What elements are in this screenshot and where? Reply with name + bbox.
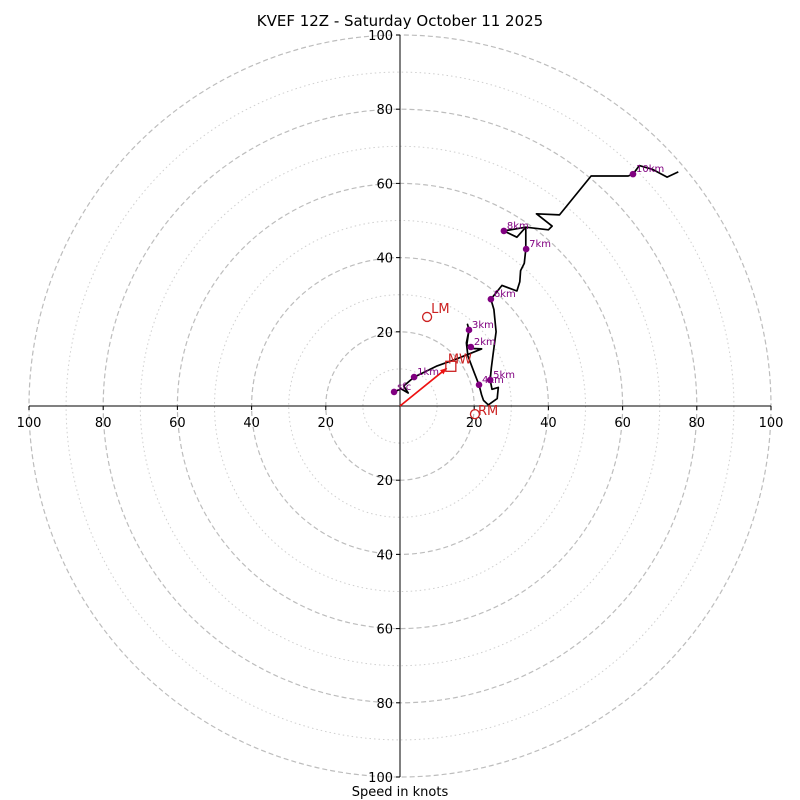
height-label-3km: 3km	[472, 320, 494, 331]
x-tick-label: 60	[614, 416, 631, 431]
height-label-10km: 10km	[636, 164, 664, 175]
height-marker-sfc	[390, 388, 398, 396]
height-marker-3km	[465, 326, 473, 334]
y-tick-label: 60	[376, 623, 393, 638]
tick-labels: 100 80 60 40 20 20 40 60 80 100 100 80 60 40 20 20 40 60 8…	[17, 29, 784, 786]
storm-motion-markers: LM RM MW	[399, 302, 498, 420]
mean-wind-marker	[445, 360, 457, 372]
height-label-8km: 8km	[507, 221, 529, 232]
height-marker-2km	[467, 343, 475, 351]
height-markers: sfc1km2km3km4km5km6km7km8km10km	[390, 164, 664, 396]
mean-wind-arrowhead	[440, 368, 447, 375]
height-label-5km: 5km	[493, 370, 515, 381]
height-marker-5km	[486, 376, 494, 384]
x-tick-label: 20	[318, 416, 335, 431]
height-marker-8km	[500, 227, 508, 235]
height-label-7km: 7km	[529, 239, 551, 250]
height-label-1km: 1km	[417, 367, 439, 378]
x-tick-label: 100	[17, 416, 42, 431]
height-label-sfc: sfc	[397, 382, 411, 393]
mean-wind-vector	[399, 367, 448, 407]
y-tick-label: 100	[368, 771, 393, 786]
left-mover-marker	[421, 311, 433, 323]
y-tick-label: 40	[376, 548, 393, 563]
y-tick-label: 80	[376, 697, 393, 712]
height-marker-10km	[629, 170, 637, 178]
x-tick-label: 60	[169, 416, 186, 431]
y-tick-label: 80	[376, 103, 393, 118]
height-label-6km: 6km	[494, 289, 516, 300]
height-marker-4km	[475, 381, 483, 389]
mean-wind-label: MW	[448, 352, 472, 367]
y-tick-label: 100	[368, 29, 393, 44]
x-tick-label: 80	[95, 416, 112, 431]
height-marker-6km	[487, 295, 495, 303]
x-tick-label: 40	[243, 416, 260, 431]
height-marker-7km	[522, 245, 530, 253]
y-tick-label: 20	[376, 474, 393, 489]
y-tick-label: 60	[376, 177, 393, 192]
y-tick-label: 20	[376, 326, 393, 341]
x-tick-label: 100	[759, 416, 784, 431]
height-label-2km: 2km	[474, 337, 496, 348]
chart-title: KVEF 12Z - Saturday October 11 2025	[257, 12, 543, 30]
x-tick-label: 80	[689, 416, 706, 431]
right-mover-label: RM	[478, 404, 498, 419]
right-mover-marker	[469, 409, 481, 420]
x-tick-label: 20	[466, 416, 483, 431]
left-mover-label: LM	[431, 302, 449, 317]
height-marker-1km	[410, 373, 418, 381]
x-axis-label: Speed in knots	[352, 785, 449, 800]
x-tick-label: 40	[540, 416, 557, 431]
y-tick-label: 40	[376, 252, 393, 267]
